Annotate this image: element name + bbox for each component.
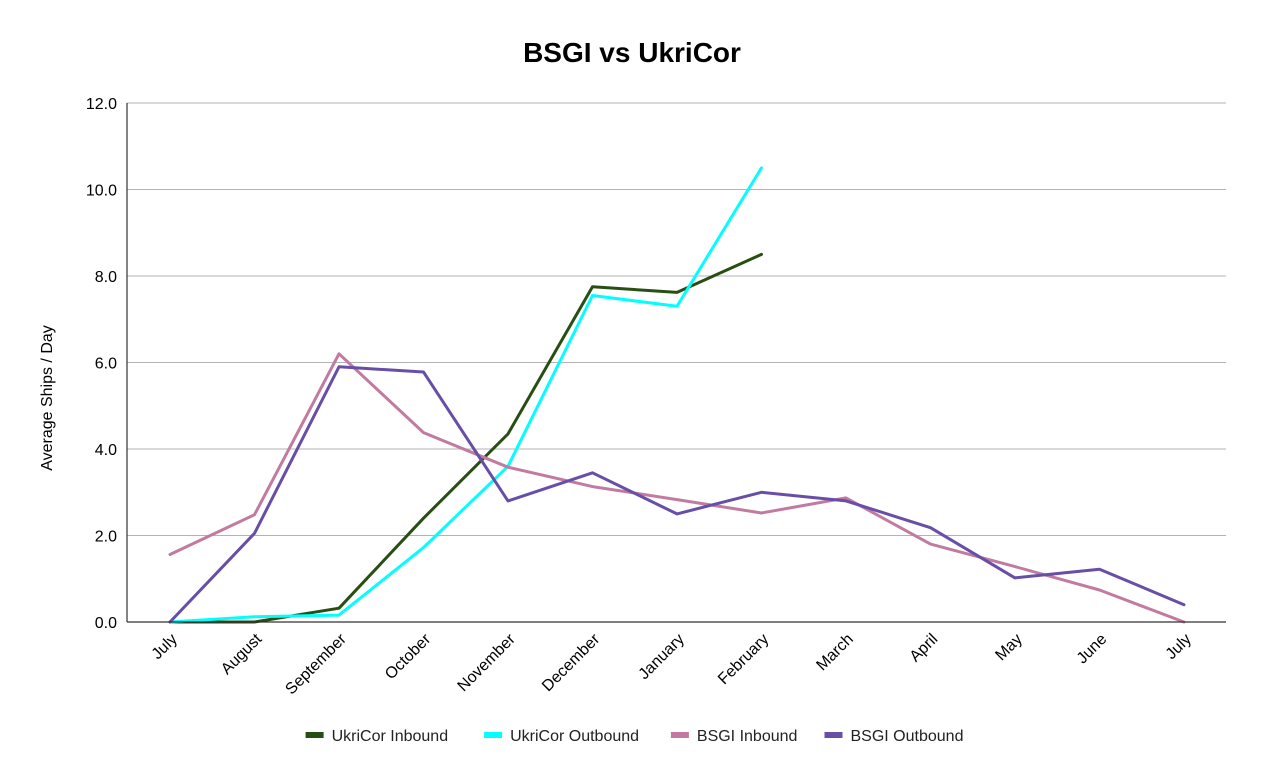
y-tick-label: 0.0 [95, 615, 117, 632]
x-tick-label: June [1074, 631, 1111, 668]
x-tick-label: April [907, 631, 942, 666]
legend-swatch [305, 732, 324, 738]
legend-label: BSGI Inbound [697, 728, 798, 745]
x-tick-label: February [715, 631, 772, 688]
legend-label: UkriCor Inbound [332, 728, 449, 745]
series-line-bsgi-inbound [168, 352, 1186, 624]
x-tick-label: October [382, 630, 435, 683]
series-line-ukricor-outbound [168, 166, 763, 624]
series-lines [168, 166, 1186, 624]
x-tick-label: September [282, 630, 350, 698]
legend-swatch [670, 732, 689, 738]
x-tick-label: May [992, 631, 1025, 664]
legend-swatch [484, 732, 503, 738]
x-tick-label: December [539, 630, 604, 695]
legend-swatch [824, 732, 843, 738]
y-tick-label: 2.0 [95, 529, 117, 546]
grid-lines [127, 102, 1226, 623]
y-tick-label: 8.0 [95, 269, 117, 286]
y-tick-label: 10.0 [86, 183, 117, 200]
y-axis-ticks: 0.0 2.0 4.0 6.0 8.0 10.0 12.0 [86, 96, 117, 632]
x-tick-label: January [636, 631, 688, 683]
y-tick-label: 4.0 [95, 442, 117, 459]
x-tick-label: July [1163, 631, 1195, 663]
x-axis-ticks: July August September October November Decemb… [149, 630, 1195, 698]
legend-label: UkriCor Outbound [510, 728, 639, 745]
y-axis-label: Average Ships / Day [39, 325, 56, 471]
x-tick-label: August [218, 630, 266, 678]
series-line-bsgi-outbound [168, 365, 1186, 624]
legend: UkriCor Inbound UkriCor Outbound BSGI Inbo… [305, 728, 964, 745]
x-tick-label: November [455, 630, 520, 695]
legend-label: BSGI Outbound [851, 728, 964, 745]
x-tick-label: March [813, 631, 856, 674]
x-tick-label: July [149, 631, 181, 663]
series-line-ukricor-inbound [168, 252, 763, 624]
chart-title: BSGI vs UkriCor [523, 37, 741, 68]
y-tick-label: 12.0 [86, 96, 117, 113]
y-tick-label: 6.0 [95, 356, 117, 373]
axes [126, 103, 1226, 623]
